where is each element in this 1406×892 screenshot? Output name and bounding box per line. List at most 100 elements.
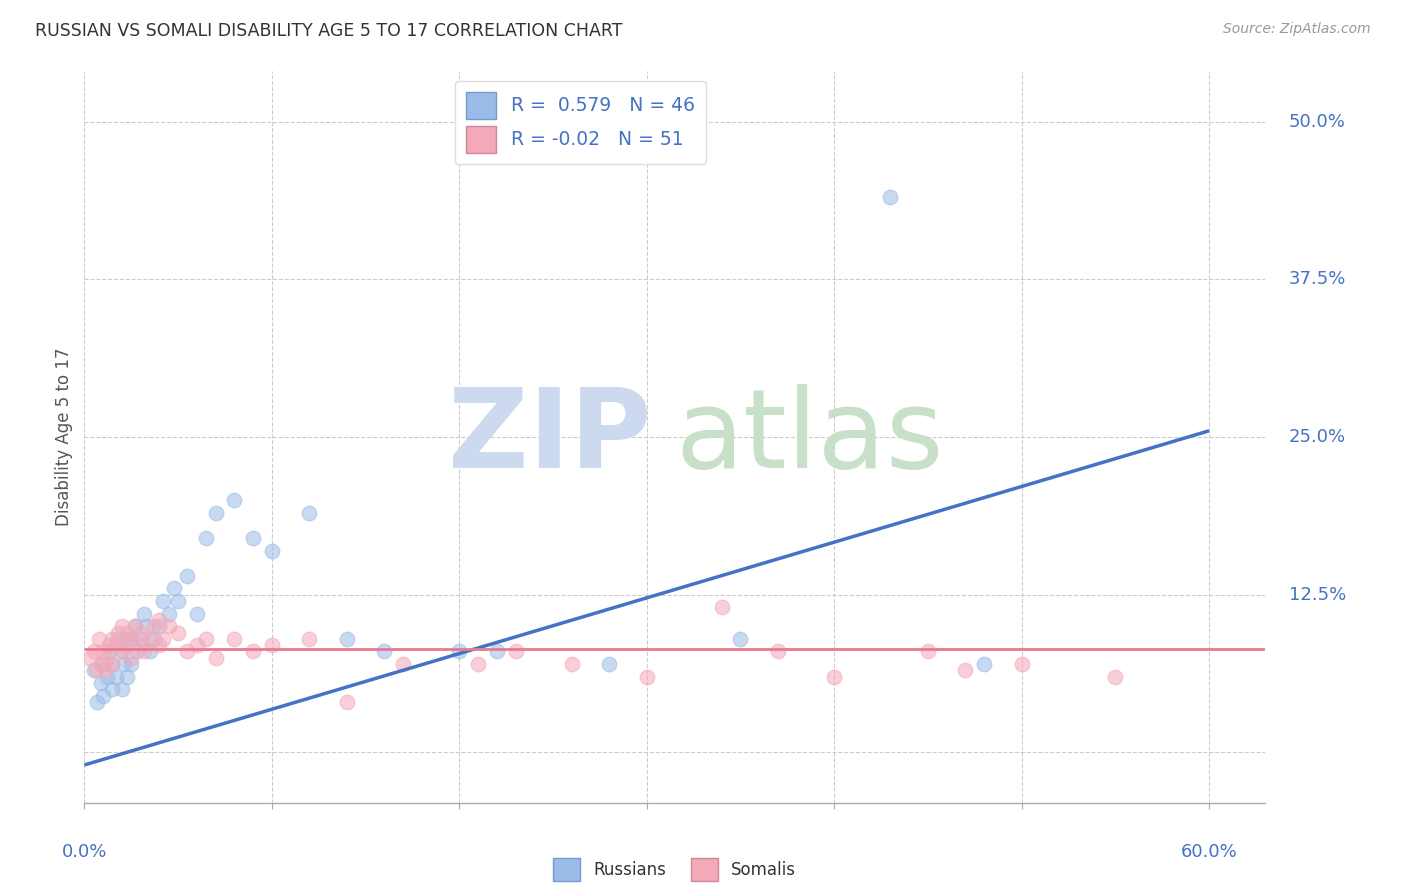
Point	[260, 638, 283, 652]
Text: 12.5%: 12.5%	[1289, 586, 1347, 604]
Point	[96, 650, 118, 665]
Point	[114, 632, 136, 646]
Point	[107, 632, 129, 646]
Text: 60.0%: 60.0%	[1181, 843, 1237, 861]
Point	[124, 619, 146, 633]
Point	[111, 644, 134, 658]
Point	[90, 676, 112, 690]
Text: Source: ZipAtlas.com: Source: ZipAtlas.com	[1223, 22, 1371, 37]
Point	[101, 682, 124, 697]
Point	[195, 632, 218, 646]
Point	[1011, 657, 1033, 671]
Point	[598, 657, 620, 671]
Text: 50.0%: 50.0%	[1289, 112, 1346, 131]
Point	[101, 632, 124, 646]
Point	[111, 644, 134, 658]
Point	[298, 632, 321, 646]
Point	[91, 657, 114, 671]
Point	[79, 650, 101, 665]
Point	[157, 619, 180, 633]
Point	[242, 531, 264, 545]
Point	[91, 644, 114, 658]
Point	[148, 613, 170, 627]
Point	[485, 644, 508, 658]
Point	[97, 638, 120, 652]
Point	[105, 638, 128, 652]
Point	[204, 506, 226, 520]
Point	[242, 644, 264, 658]
Point	[89, 632, 111, 646]
Point	[163, 582, 186, 596]
Point	[336, 632, 359, 646]
Point	[101, 657, 124, 671]
Text: ZIP: ZIP	[449, 384, 651, 491]
Point	[260, 543, 283, 558]
Point	[298, 506, 321, 520]
Point	[120, 632, 142, 646]
Point	[373, 644, 395, 658]
Point	[204, 650, 226, 665]
Point	[467, 657, 489, 671]
Point	[186, 638, 208, 652]
Legend: Russians, Somalis: Russians, Somalis	[546, 849, 804, 889]
Point	[120, 632, 142, 646]
Point	[186, 607, 208, 621]
Text: 25.0%: 25.0%	[1289, 428, 1346, 446]
Point	[955, 664, 977, 678]
Point	[112, 657, 135, 671]
Point	[766, 644, 789, 658]
Point	[176, 569, 198, 583]
Point	[176, 644, 198, 658]
Point	[139, 632, 162, 646]
Point	[142, 632, 165, 646]
Point	[336, 695, 359, 709]
Text: 0.0%: 0.0%	[62, 843, 107, 861]
Point	[96, 670, 118, 684]
Point	[142, 619, 165, 633]
Point	[124, 619, 146, 633]
Point	[94, 664, 117, 678]
Point	[83, 644, 105, 658]
Text: 37.5%: 37.5%	[1289, 270, 1347, 288]
Point	[129, 632, 152, 646]
Point	[636, 670, 658, 684]
Point	[111, 619, 134, 633]
Point	[125, 644, 148, 658]
Point	[86, 695, 108, 709]
Point	[134, 644, 156, 658]
Point	[134, 607, 156, 621]
Point	[449, 644, 471, 658]
Text: atlas: atlas	[675, 384, 943, 491]
Y-axis label: Disability Age 5 to 17: Disability Age 5 to 17	[55, 348, 73, 526]
Point	[823, 670, 845, 684]
Point	[917, 644, 939, 658]
Point	[97, 644, 120, 658]
Point	[111, 682, 134, 697]
Point	[129, 638, 152, 652]
Point	[505, 644, 527, 658]
Point	[129, 625, 152, 640]
Point	[117, 625, 139, 640]
Point	[117, 670, 139, 684]
Point	[152, 594, 174, 608]
Point	[83, 664, 105, 678]
Point	[120, 650, 142, 665]
Point	[392, 657, 415, 671]
Point	[107, 625, 129, 640]
Point	[91, 689, 114, 703]
Point	[152, 632, 174, 646]
Point	[120, 657, 142, 671]
Text: RUSSIAN VS SOMALI DISABILITY AGE 5 TO 17 CORRELATION CHART: RUSSIAN VS SOMALI DISABILITY AGE 5 TO 17…	[35, 22, 623, 40]
Point	[879, 190, 901, 204]
Point	[224, 632, 246, 646]
Point	[135, 619, 157, 633]
Point	[561, 657, 583, 671]
Point	[84, 664, 107, 678]
Point	[710, 600, 733, 615]
Point	[139, 644, 162, 658]
Point	[167, 625, 190, 640]
Point	[1104, 670, 1126, 684]
Point	[167, 594, 190, 608]
Point	[148, 638, 170, 652]
Point	[157, 607, 180, 621]
